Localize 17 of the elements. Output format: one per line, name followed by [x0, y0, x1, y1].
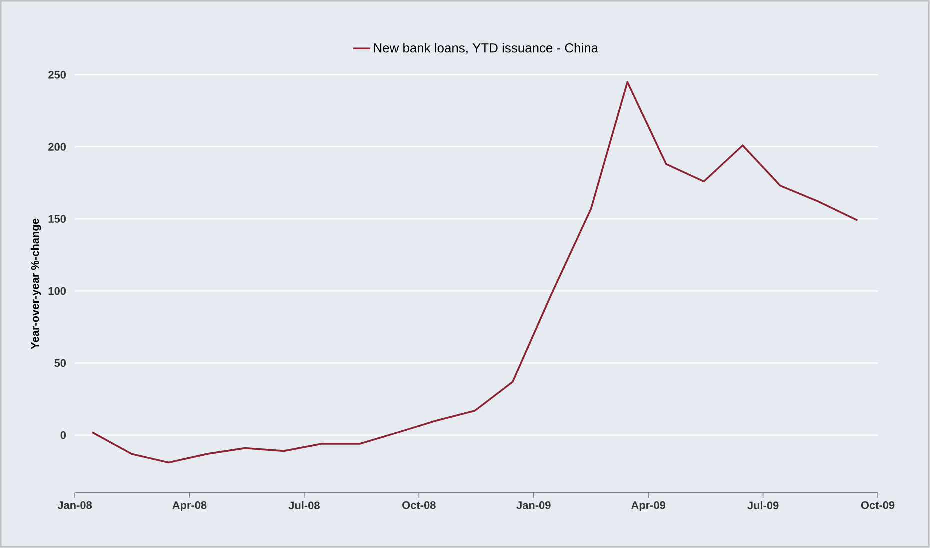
x-tick-label: Apr-09	[631, 502, 666, 512]
y-tick-label: 100	[48, 287, 66, 296]
y-tick-label: 150	[48, 215, 66, 224]
y-tick-label: 50	[54, 359, 66, 368]
y-axis-title: Year-over-year %-change	[31, 218, 42, 350]
x-tick-label: Jul-08	[288, 502, 320, 510]
x-tick-label: Oct-09	[861, 502, 895, 510]
x-tick-label: Jan-09	[516, 502, 551, 510]
legend-label: New bank loans, YTD issuance - China	[374, 43, 599, 54]
y-tick-label: 0	[60, 431, 66, 440]
line-series	[91, 81, 859, 464]
x-tick-label: Jan-08	[58, 502, 92, 510]
y-tick-label: 250	[48, 71, 66, 79]
y-tick-label: 200	[48, 143, 66, 151]
x-tick-label: Jul-09	[748, 502, 779, 510]
x-tick-label: Apr-08	[172, 502, 207, 512]
x-tick-label: Oct-08	[402, 502, 436, 510]
